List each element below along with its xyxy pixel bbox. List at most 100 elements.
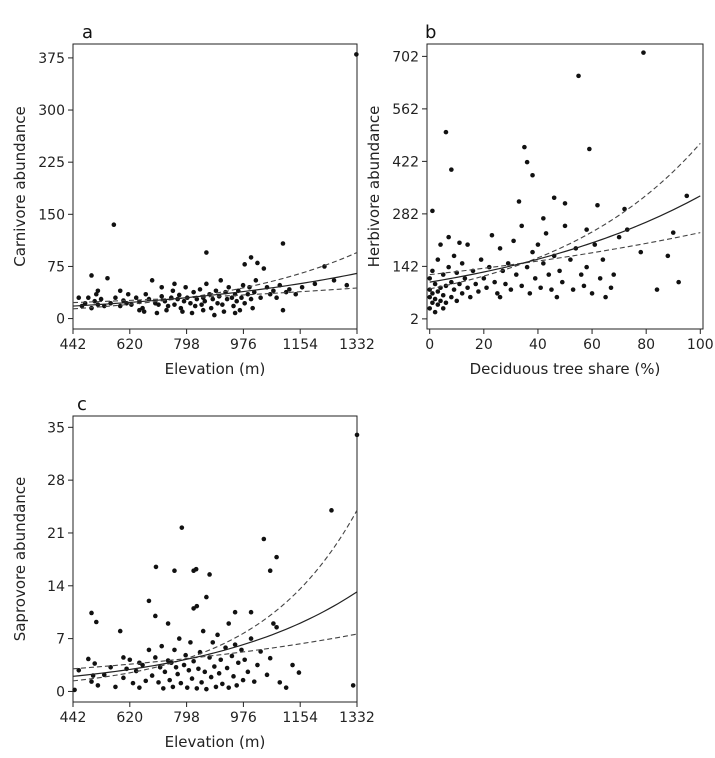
data-point xyxy=(176,636,182,641)
data-point xyxy=(267,655,273,661)
data-point xyxy=(587,146,592,152)
data-point xyxy=(616,234,622,240)
data-point xyxy=(208,674,214,680)
data-point xyxy=(508,287,514,292)
y-axis-label: Saprovore abundance xyxy=(11,477,29,642)
data-point xyxy=(440,306,446,311)
data-point xyxy=(189,310,195,316)
data-point xyxy=(170,684,176,690)
y-tick-label: 7 xyxy=(56,632,65,648)
x-tick-label: 620 xyxy=(116,337,143,353)
data-point xyxy=(117,628,123,634)
data-point xyxy=(554,294,560,300)
data-point xyxy=(446,264,451,270)
y-tick-label: 562 xyxy=(392,102,419,118)
data-point xyxy=(611,272,617,277)
data-point xyxy=(184,685,190,690)
data-point xyxy=(503,281,508,287)
data-point xyxy=(519,283,525,289)
data-point xyxy=(451,253,457,259)
y-tick-label: 422 xyxy=(392,154,419,170)
confidence-band-upper xyxy=(72,252,358,310)
data-point xyxy=(224,665,230,671)
data-point xyxy=(524,159,530,165)
data-point xyxy=(179,525,185,530)
data-point xyxy=(76,295,82,301)
data-point xyxy=(451,287,457,292)
confidence-band-lower xyxy=(72,633,358,670)
data-point xyxy=(210,640,216,645)
data-point xyxy=(232,310,238,316)
x-tick-label: 442 xyxy=(60,337,87,353)
data-point xyxy=(438,298,443,304)
data-point xyxy=(684,193,690,199)
data-point xyxy=(194,603,200,609)
data-point xyxy=(156,302,161,307)
data-point xyxy=(172,302,177,307)
y-tick-label: 35 xyxy=(47,420,65,436)
data-point xyxy=(274,554,279,560)
data-point xyxy=(435,302,441,307)
data-point xyxy=(180,309,185,314)
data-point xyxy=(162,669,168,675)
data-point xyxy=(344,282,350,288)
data-point xyxy=(641,50,646,55)
data-point xyxy=(212,312,217,318)
data-point xyxy=(255,260,260,266)
x-tick-label: 976 xyxy=(230,710,257,726)
data-point xyxy=(111,222,117,228)
data-point xyxy=(204,281,209,287)
x-tick-label: 1332 xyxy=(339,337,375,353)
data-point xyxy=(638,249,644,255)
data-point xyxy=(568,257,573,262)
data-point xyxy=(271,621,276,626)
data-point xyxy=(438,242,443,247)
data-point xyxy=(101,303,107,309)
data-point xyxy=(133,668,139,674)
data-point xyxy=(274,295,279,301)
data-point xyxy=(121,655,126,660)
data-point xyxy=(676,279,681,285)
data-point xyxy=(175,671,180,677)
data-point xyxy=(149,278,155,283)
data-point xyxy=(95,288,101,294)
data-point xyxy=(72,687,77,693)
data-point xyxy=(430,268,435,274)
data-point xyxy=(251,679,257,684)
data-point xyxy=(258,295,263,301)
data-point xyxy=(165,621,171,626)
data-point xyxy=(237,307,243,313)
data-point xyxy=(497,294,503,300)
data-point xyxy=(250,305,255,311)
data-point xyxy=(223,645,228,650)
data-point xyxy=(524,264,530,270)
data-point xyxy=(183,652,188,658)
data-point xyxy=(277,680,283,685)
data-point xyxy=(89,273,94,278)
data-point xyxy=(519,223,525,229)
data-point xyxy=(231,303,236,309)
data-point xyxy=(199,680,204,685)
data-point xyxy=(427,276,433,281)
data-point xyxy=(551,195,557,201)
data-point xyxy=(280,307,286,313)
x-tick-label: 0 xyxy=(425,337,434,353)
data-point xyxy=(133,295,139,301)
data-point xyxy=(589,291,595,296)
x-tick-label: 40 xyxy=(529,337,547,353)
x-tick-label: 1332 xyxy=(339,710,375,726)
data-point xyxy=(293,291,299,297)
data-point xyxy=(181,298,187,304)
data-point xyxy=(562,223,568,229)
data-point xyxy=(570,287,576,292)
data-point xyxy=(446,234,451,240)
data-point xyxy=(527,291,533,296)
data-point xyxy=(146,647,152,653)
data-point xyxy=(235,660,241,666)
data-point xyxy=(113,295,118,301)
y-tick-label: 300 xyxy=(38,103,65,119)
data-point xyxy=(207,572,212,577)
panel-letter: c xyxy=(77,394,87,415)
data-point xyxy=(467,294,473,300)
fitted-curve xyxy=(429,195,701,283)
